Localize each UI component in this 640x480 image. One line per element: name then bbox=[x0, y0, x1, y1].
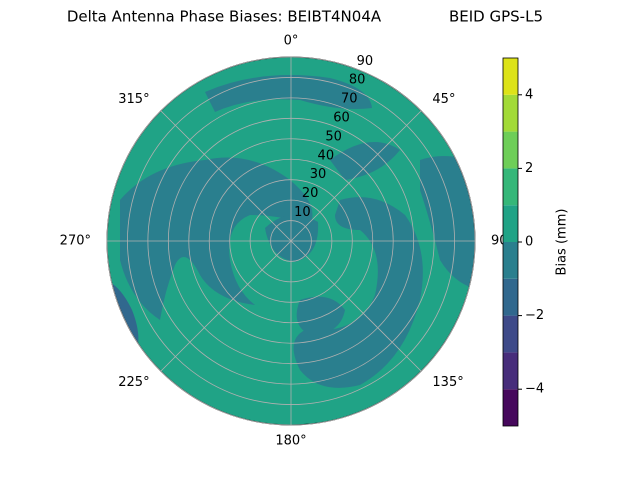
colorbar-tick-label: 0 bbox=[525, 235, 533, 250]
colorbar-band bbox=[503, 315, 518, 353]
theta-tick-label: 315° bbox=[118, 92, 149, 107]
colorbar-tick-label: 2 bbox=[525, 161, 533, 176]
grid-spoke bbox=[290, 240, 422, 372]
theta-tick-label: 0° bbox=[284, 34, 299, 49]
contour-region bbox=[330, 142, 400, 180]
colorbar-tick-label: 4 bbox=[525, 87, 533, 102]
grid-spoke bbox=[290, 110, 422, 242]
chart-title: Delta Antenna Phase Biases: BEIBT4N04A bbox=[67, 8, 382, 26]
r-tick-label: 90 bbox=[357, 54, 374, 69]
r-tick-label: 70 bbox=[341, 92, 358, 107]
r-tick-label: 20 bbox=[302, 186, 319, 201]
colorbar-tick-label: −2 bbox=[525, 308, 544, 323]
theta-tick-label: 135° bbox=[432, 375, 463, 390]
colorbar-band bbox=[503, 352, 518, 390]
theta-tick-label: 180° bbox=[275, 434, 306, 449]
theta-tick-label: 45° bbox=[432, 92, 455, 107]
colorbar-band bbox=[503, 58, 518, 95]
r-tick-label: 30 bbox=[310, 167, 327, 182]
theta-tick-label: 270° bbox=[60, 234, 91, 249]
colorbar-band bbox=[503, 94, 518, 132]
colorbar-label: Bias (mm) bbox=[555, 209, 570, 276]
r-tick-label: 40 bbox=[318, 148, 335, 163]
contour-region bbox=[205, 75, 372, 112]
colorbar-band bbox=[503, 168, 518, 206]
grid-spoke bbox=[160, 240, 292, 372]
chart-subtitle: BEID GPS-L5 bbox=[449, 8, 543, 26]
r-tick-label: 80 bbox=[349, 73, 366, 88]
theta-tick-label: 225° bbox=[118, 375, 149, 390]
colorbar-band bbox=[503, 242, 518, 279]
r-tick-label: 60 bbox=[333, 110, 350, 125]
grid-spoke bbox=[160, 110, 292, 242]
colorbar-band bbox=[503, 131, 518, 169]
colorbar-band bbox=[503, 205, 518, 242]
r-tick-label: 10 bbox=[294, 205, 311, 220]
r-tick-label: 50 bbox=[325, 129, 342, 144]
contour-region bbox=[296, 296, 345, 335]
colorbar-tick-label: −4 bbox=[525, 382, 544, 397]
colorbar-band bbox=[503, 389, 518, 426]
contour-region bbox=[120, 157, 313, 320]
colorbar-band bbox=[503, 278, 518, 316]
contour-region bbox=[420, 156, 475, 290]
